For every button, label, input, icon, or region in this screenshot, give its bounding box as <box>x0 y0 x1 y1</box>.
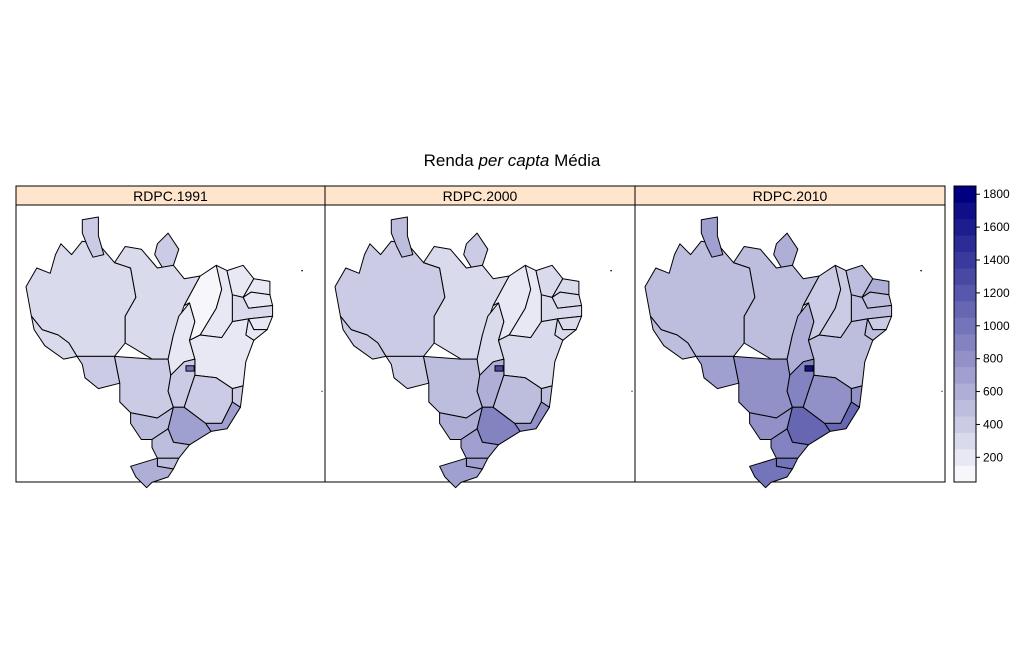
map-panel-2: RDPC.2000 <box>324 185 636 489</box>
state-mt <box>423 355 483 419</box>
brazil-map <box>25 216 323 489</box>
color-key-bin <box>954 251 976 269</box>
state-rr <box>81 216 105 258</box>
color-key-tick-label: 1400 <box>983 253 1010 267</box>
color-key-tick-label: 1600 <box>983 220 1010 234</box>
color-key-bin <box>954 350 976 368</box>
state-ap <box>154 232 180 269</box>
island-dot <box>941 390 943 392</box>
state-ap <box>773 232 799 269</box>
state-rr <box>390 216 414 258</box>
state-ro <box>695 355 740 390</box>
title-part-0: Renda <box>424 151 479 170</box>
state-mt <box>114 355 174 419</box>
color-key-tick-label: 1800 <box>983 187 1010 201</box>
color-key-bin <box>954 268 976 285</box>
color-key-tick-label: 600 <box>983 385 1003 399</box>
color-key-bin <box>954 383 976 401</box>
island-dot <box>631 390 633 392</box>
color-key-bin <box>954 317 976 335</box>
map-panels: RDPC.1991 RDPC.2000 RDPC.2010 <box>15 185 946 489</box>
title-part-1: per capta <box>477 151 549 170</box>
state-pr <box>151 428 190 459</box>
color-key-tick-label: 1200 <box>983 286 1010 300</box>
panel-strip-label: RDPC.2000 <box>443 188 518 204</box>
island-dot <box>920 269 922 272</box>
color-key-tick-label: 1000 <box>983 319 1010 333</box>
color-key-bin <box>954 301 976 318</box>
color-key: 200 400 600 800 1000 1200 1400 1600 1800 <box>953 185 1010 483</box>
color-key-bin <box>954 449 976 466</box>
state-ro <box>76 355 121 390</box>
island-dot <box>610 269 612 272</box>
color-key-bin <box>954 202 976 220</box>
panel-frame <box>634 204 946 483</box>
state-rs <box>749 457 793 489</box>
color-key-tick-label: 200 <box>983 450 1003 464</box>
brazil-map <box>644 216 943 489</box>
title-part-2: Média <box>549 151 601 170</box>
color-key-bin <box>954 366 976 384</box>
color-key-bin <box>954 235 976 253</box>
color-key-frame <box>953 185 977 483</box>
color-key-bin <box>954 465 976 483</box>
color-key-bin <box>954 432 976 450</box>
state-df <box>185 365 195 372</box>
island-dot <box>301 269 303 272</box>
state-ap <box>463 232 489 269</box>
island-dot <box>321 390 323 392</box>
color-key-bin <box>954 399 976 417</box>
state-df <box>494 365 504 372</box>
color-key-bin <box>954 334 976 351</box>
state-pr <box>770 428 809 459</box>
color-key-bin <box>954 186 976 203</box>
chart-title: Renda per capta Média <box>424 151 601 170</box>
state-pr <box>460 428 499 459</box>
color-key-tick-label: 400 <box>983 417 1003 431</box>
panel-strip-label: RDPC.2010 <box>753 188 828 204</box>
map-panel-1: RDPC.1991 <box>15 185 326 489</box>
state-rs <box>130 457 174 489</box>
state-rs <box>439 457 483 489</box>
color-key-bin <box>954 416 976 433</box>
brazil-map <box>334 216 633 489</box>
state-ro <box>385 355 430 390</box>
state-df <box>804 365 814 372</box>
color-key-bin <box>954 284 976 302</box>
map-panel-3: RDPC.2010 <box>634 185 946 489</box>
color-key-bin <box>954 218 976 236</box>
color-key-tick-label: 800 <box>983 352 1003 366</box>
state-mt <box>733 355 793 419</box>
panel-strip-label: RDPC.1991 <box>133 188 208 204</box>
state-rr <box>700 216 724 258</box>
